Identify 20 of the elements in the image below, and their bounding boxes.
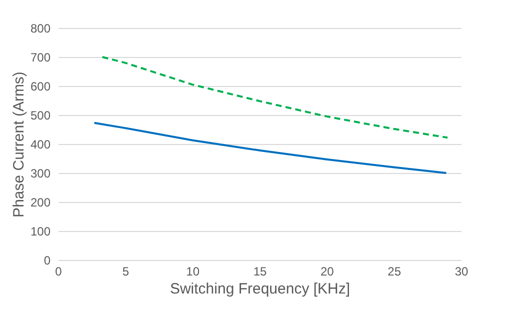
x-tick-label: 5 bbox=[122, 264, 130, 278]
x-axis-title: Switching Frequency [KHz] bbox=[170, 280, 350, 298]
y-tick-label: 400 bbox=[30, 138, 51, 152]
x-tick-label: 20 bbox=[320, 264, 334, 278]
y-tick-label: 500 bbox=[30, 108, 51, 122]
y-tick-label: 200 bbox=[30, 196, 51, 210]
y-tick-label: 600 bbox=[30, 80, 51, 94]
y-tick-label: 100 bbox=[30, 224, 51, 238]
x-tick-label: 10 bbox=[186, 264, 200, 278]
x-tick-label: 15 bbox=[253, 264, 267, 278]
y-axis-title: Phase Current (Arms) bbox=[10, 72, 28, 218]
line-series bbox=[101, 56, 449, 139]
y-tick-label: 0 bbox=[44, 254, 51, 268]
y-tick-label: 700 bbox=[30, 50, 51, 64]
y-tick-label: 300 bbox=[30, 166, 51, 180]
x-tick-label: 0 bbox=[55, 264, 62, 278]
line-series bbox=[93, 122, 448, 174]
x-tick-label: 30 bbox=[454, 264, 468, 278]
x-tick-label: 25 bbox=[388, 264, 402, 278]
y-tick-label: 800 bbox=[30, 22, 51, 36]
